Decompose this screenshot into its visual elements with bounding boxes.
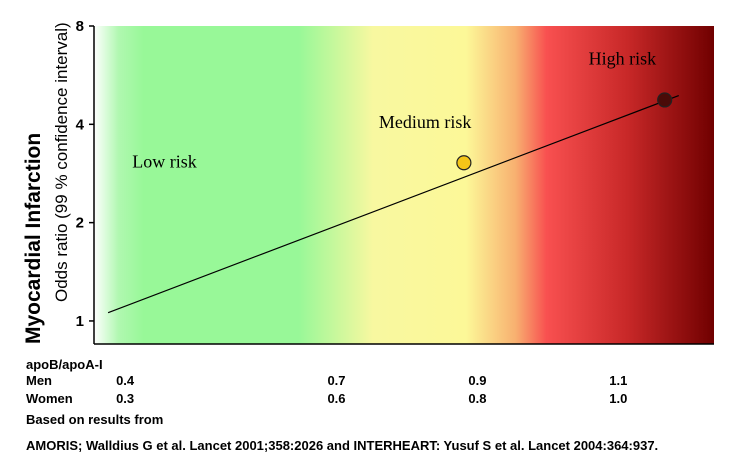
y-axis-title: Myocardial Infarction xyxy=(22,132,45,344)
table-row-label: Women xyxy=(26,391,73,406)
table-cell: 1.1 xyxy=(609,373,628,388)
table-cell: 0.8 xyxy=(468,391,487,406)
zone-label: Low risk xyxy=(132,152,197,172)
table-cell: 0.6 xyxy=(327,391,346,406)
data-point xyxy=(657,92,673,108)
y-tick-label: 1 xyxy=(76,313,84,330)
zone-label: High risk xyxy=(589,48,657,68)
table-cell: 0.4 xyxy=(116,373,135,388)
footer-line-2: AMORIS; Walldius G et al. Lancet 2001;35… xyxy=(26,438,659,453)
plot-background xyxy=(94,26,714,344)
y-tick-label: 4 xyxy=(76,116,85,133)
zone-label: Medium risk xyxy=(379,112,472,132)
data-point xyxy=(456,155,472,171)
trend-line xyxy=(107,94,679,314)
y-tick-label: 8 xyxy=(76,18,84,35)
y-axis-subtitle: Odds ratio (99 % confidence interval) xyxy=(52,22,71,302)
footer-line-1: Based on results from xyxy=(26,412,164,427)
table-cell: 0.3 xyxy=(116,391,135,406)
table-header: apoB/apoA-I xyxy=(26,357,103,372)
table-cell: 0.9 xyxy=(468,373,487,388)
table-row-label: Men xyxy=(26,373,52,388)
table-cell: 1.0 xyxy=(609,391,628,406)
y-tick-label: 2 xyxy=(76,215,84,232)
table-cell: 0.7 xyxy=(327,373,346,388)
